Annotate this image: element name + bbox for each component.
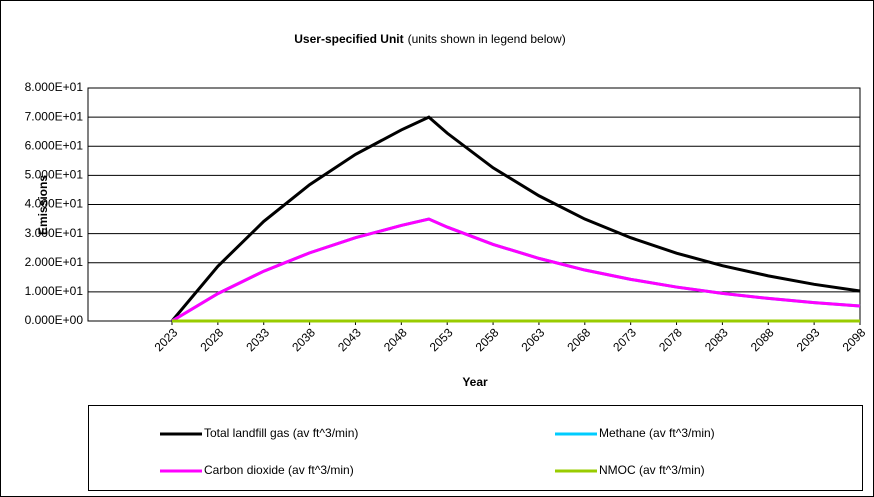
legend-label: NMOC (av ft^3/min) [599,463,705,477]
y-tick-label: 2.000E+01 [25,255,84,269]
y-tick-label: 8.000E+01 [25,80,84,94]
series-line [171,217,861,323]
chart-subtitle: (units shown in legend below) [408,32,566,46]
y-tick-label: 1.000E+01 [25,284,84,298]
legend-label: Methane (av ft^3/min) [599,426,715,440]
y-tick-label: 3.000E+01 [25,226,84,240]
y-tick-label: 0.000E+00 [25,313,84,327]
y-tick-label: 4.000E+01 [25,197,84,211]
y-tick-label: 6.000E+01 [25,138,84,152]
legend-label: Carbon dioxide (av ft^3/min) [204,463,354,477]
chart-title-group: User-specified Unit (units shown in legen… [294,32,565,46]
y-tick-label: 5.000E+01 [25,168,84,182]
y-axis-label: Emissions [36,175,50,235]
series-line [170,115,861,322]
y-tick-label: 7.000E+01 [25,109,84,123]
chart-title: User-specified Unit [294,32,403,46]
x-axis-label: Year [462,375,488,389]
legend-box [88,405,863,491]
legend-label: Total landfill gas (av ft^3/min) [204,426,358,440]
